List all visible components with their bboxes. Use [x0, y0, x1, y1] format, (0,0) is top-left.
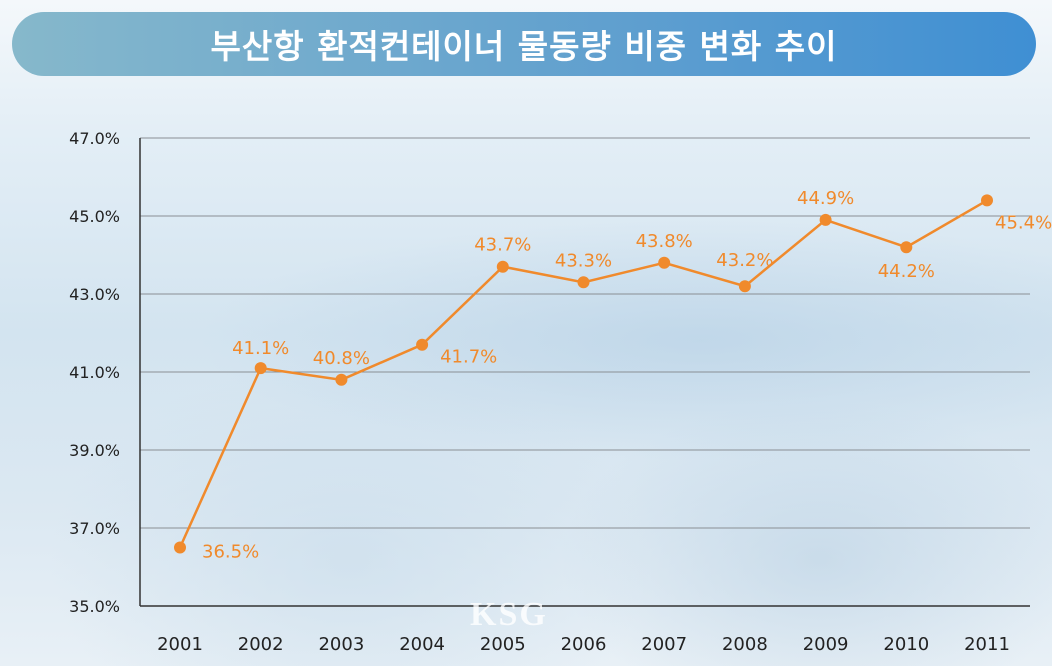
data-label: 41.1%: [232, 338, 289, 359]
data-point: [335, 373, 348, 386]
data-point: [174, 541, 186, 554]
data-label: 44.2%: [878, 261, 935, 282]
data-label: 45.4%: [995, 212, 1052, 233]
watermark: KSG: [470, 596, 548, 633]
data-label: 36.5%: [202, 542, 259, 563]
x-tick-label: 2003: [318, 634, 364, 655]
title-bar: 부산항 환적컨테이너 물동량 비중 변화 추이: [12, 12, 1036, 76]
data-point: [254, 362, 267, 375]
y-tick-label: 47.0%: [69, 129, 120, 148]
data-point: [416, 338, 429, 351]
data-label: 40.8%: [313, 348, 370, 369]
x-tick-label: 2007: [641, 634, 687, 655]
data-point: [496, 260, 509, 273]
data-label: 43.7%: [474, 235, 531, 256]
data-label: 43.2%: [716, 250, 773, 271]
data-label: 41.7%: [440, 347, 497, 368]
x-tick-label: 2006: [561, 634, 607, 655]
y-tick-label: 37.0%: [69, 519, 120, 538]
y-tick-label: 45.0%: [69, 207, 120, 226]
y-tick-label: 43.0%: [69, 285, 120, 304]
y-tick-label: 41.0%: [69, 363, 120, 382]
data-point: [577, 276, 590, 289]
y-tick-label: 35.0%: [69, 597, 120, 616]
data-label: 43.3%: [555, 250, 612, 271]
x-tick-label: 2009: [803, 634, 849, 655]
data-label: 44.9%: [797, 188, 854, 209]
x-tick-label: 2001: [157, 634, 203, 655]
data-point: [981, 194, 993, 207]
x-tick-label: 2005: [480, 634, 526, 655]
data-point: [738, 280, 751, 293]
data-label: 43.8%: [636, 231, 693, 252]
x-tick-label: 2010: [883, 634, 929, 655]
data-point: [658, 256, 671, 269]
y-tick-label: 39.0%: [69, 441, 120, 460]
x-tick-label: 2011: [964, 634, 1010, 655]
chart-title: 부산항 환적컨테이너 물동량 비중 변화 추이: [210, 27, 838, 66]
data-point: [900, 241, 913, 254]
city-background: [0, 80, 1052, 666]
x-tick-label: 2008: [722, 634, 768, 655]
x-tick-label: 2004: [399, 634, 445, 655]
data-point: [819, 213, 832, 226]
x-tick-label: 2002: [238, 634, 284, 655]
